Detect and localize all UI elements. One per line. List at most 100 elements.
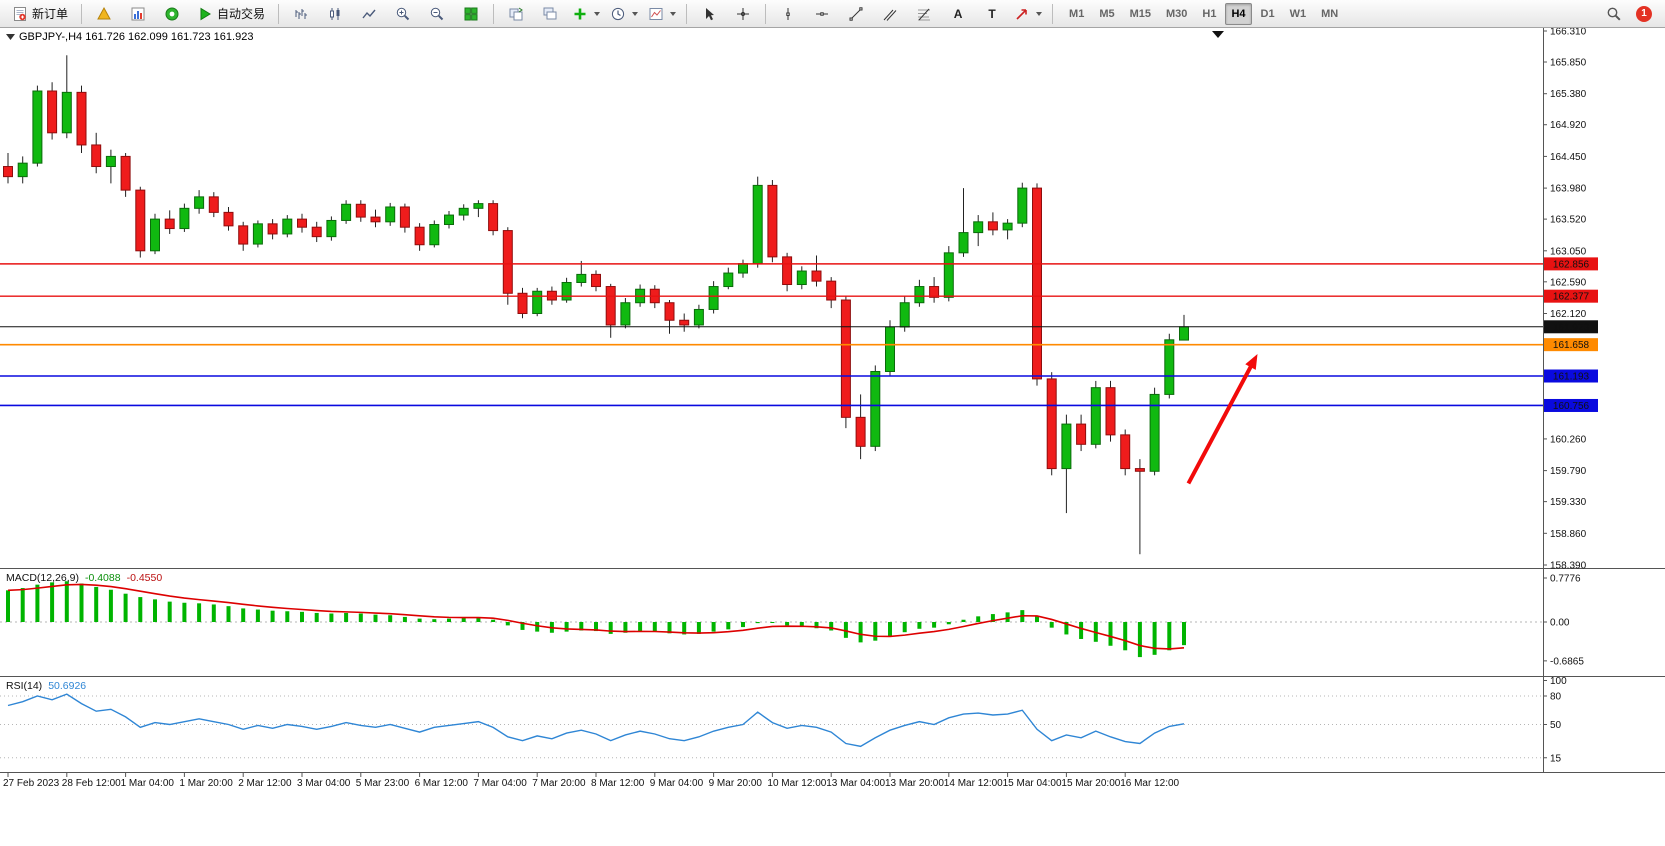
profiles-button[interactable]	[122, 2, 154, 26]
timeframe-m30-button[interactable]: M30	[1166, 7, 1188, 20]
svg-text:0.00: 0.00	[1550, 618, 1570, 629]
arrow-tool-icon	[1016, 8, 1027, 20]
bar-chart-button[interactable]	[285, 2, 317, 26]
trend-arrow-annotation[interactable]	[1186, 353, 1258, 485]
tile-windows-icon	[464, 7, 478, 21]
autotrade-button[interactable]: 自动交易	[190, 2, 272, 26]
svg-text:163.050: 163.050	[1550, 246, 1587, 257]
notification-badge[interactable]: 1	[1636, 5, 1652, 22]
macd-signal-line	[7, 583, 1185, 650]
cursor-button[interactable]	[693, 2, 725, 26]
horizontal-line-button[interactable]	[806, 2, 838, 26]
horizontal-price-lines[interactable]	[0, 263, 1543, 407]
profiles-icon	[131, 7, 145, 20]
svg-text:14 Mar 12:00: 14 Mar 12:00	[944, 778, 1003, 789]
svg-text:8 Mar 12:00: 8 Mar 12:00	[591, 778, 645, 789]
cascade-windows-icon	[543, 7, 557, 19]
svg-text:7 Mar 04:00: 7 Mar 04:00	[473, 778, 527, 789]
timeframe-m1-button[interactable]: M1	[1069, 7, 1085, 20]
svg-text:163.520: 163.520	[1550, 215, 1587, 226]
toolbar-separator	[1052, 3, 1054, 24]
svg-text:2 Mar 12:00: 2 Mar 12:00	[238, 778, 292, 789]
svg-text:0.7776: 0.7776	[1550, 573, 1581, 584]
svg-text:7 Mar 20:00: 7 Mar 20:00	[532, 778, 586, 789]
timeframe-w1-button[interactable]: W1	[1289, 7, 1307, 20]
chevron-down-icon	[670, 11, 677, 16]
zoom-out-button[interactable]	[421, 2, 453, 26]
timeframe-m5-button[interactable]: M5	[1099, 7, 1115, 20]
rsi-line	[7, 693, 1185, 748]
timeframe-group: M1 M5 M15 M30 H1 H4 D1 W1 MN	[1063, 2, 1344, 25]
indicators-button[interactable]	[568, 2, 604, 26]
symbol-expander-icon[interactable]	[6, 34, 15, 40]
timeframe-h4-button[interactable]: H4	[1225, 2, 1252, 25]
new-order-button[interactable]: 新订单	[5, 2, 75, 26]
svg-text:13 Mar 04:00: 13 Mar 04:00	[826, 778, 885, 789]
svg-text:28 Feb 12:00: 28 Feb 12:00	[62, 778, 121, 789]
arrange-windows-button[interactable]	[500, 2, 532, 26]
timeframe-d1-button[interactable]: D1	[1260, 7, 1275, 20]
trendline-button[interactable]	[840, 2, 872, 26]
timeframe-m15-button[interactable]: M15	[1129, 7, 1151, 20]
cascade-windows-button[interactable]	[534, 2, 566, 26]
svg-text:10 Mar 12:00: 10 Mar 12:00	[767, 778, 826, 789]
svg-text:164.450: 164.450	[1550, 152, 1587, 163]
text-tool-button[interactable]: A	[942, 2, 974, 26]
fibonacci-icon	[918, 8, 931, 20]
price-axis[interactable]: 166.310 165.850 165.380 164.920 164.450 163.9…	[1543, 27, 1587, 572]
rsi-label: RSI(14) 50.6926	[6, 680, 86, 692]
svg-text:160.260: 160.260	[1550, 434, 1587, 445]
templates-button[interactable]	[644, 2, 680, 26]
candle-chart-button[interactable]	[319, 2, 351, 26]
svg-text:162.120: 162.120	[1550, 309, 1587, 320]
fibonacci-button[interactable]	[908, 2, 940, 26]
svg-text:50: 50	[1550, 720, 1562, 731]
new-order-label: 新订单	[32, 7, 69, 21]
svg-text:9 Mar 20:00: 9 Mar 20:00	[709, 778, 763, 789]
crosshair-button[interactable]	[727, 2, 759, 26]
line-chart-icon	[362, 9, 376, 18]
svg-text:158.860: 158.860	[1550, 529, 1587, 540]
vertical-line-button[interactable]	[772, 2, 804, 26]
indicators-icon	[574, 8, 586, 19]
cursor-icon	[706, 7, 715, 20]
svg-text:15: 15	[1550, 753, 1562, 764]
svg-text:160.756: 160.756	[1553, 401, 1590, 412]
svg-text:162.856: 162.856	[1553, 259, 1590, 270]
svg-text:13 Mar 20:00: 13 Mar 20:00	[885, 778, 944, 789]
svg-text:-0.6865: -0.6865	[1550, 656, 1584, 667]
macd-label: MACD(12,26,9) -0.4088 -0.4550	[6, 572, 162, 584]
periods-button[interactable]	[606, 2, 642, 26]
main-toolbar: 新订单 自动交易	[0, 0, 1665, 28]
arrows-tool-button[interactable]	[1010, 2, 1046, 26]
scroll-to-end-icon[interactable]	[1212, 31, 1224, 38]
autotrade-icon	[200, 7, 211, 20]
candle-chart-icon	[330, 7, 340, 20]
new-order-icon	[14, 6, 26, 21]
time-axis[interactable]: 27 Feb 2023 28 Feb 12:00 1 Mar 04:00 1 Mar …	[3, 772, 1180, 790]
svg-text:27 Feb 2023: 27 Feb 2023	[3, 778, 60, 789]
svg-text:161.193: 161.193	[1553, 372, 1590, 383]
label-tool-button[interactable]: T	[976, 2, 1008, 26]
horizontal-line-icon	[816, 11, 829, 16]
clock-icon	[611, 7, 625, 20]
search-button[interactable]	[1598, 2, 1630, 26]
line-chart-button[interactable]	[353, 2, 385, 26]
zoom-in-button[interactable]	[387, 2, 419, 26]
community-button[interactable]	[156, 2, 188, 26]
toolbar-separator	[686, 3, 688, 24]
channel-button[interactable]	[874, 2, 906, 26]
svg-text:161.923: 161.923	[1553, 322, 1590, 333]
svg-text:1 Mar 20:00: 1 Mar 20:00	[179, 778, 233, 789]
panel-frame	[0, 28, 1665, 773]
chevron-down-icon	[1036, 11, 1043, 16]
svg-text:15 Mar 04:00: 15 Mar 04:00	[1003, 778, 1062, 789]
tile-windows-button[interactable]	[455, 2, 487, 26]
community-icon	[165, 7, 179, 20]
new-chart-button[interactable]	[88, 2, 120, 26]
bar-chart-icon	[295, 8, 308, 19]
timeframe-h1-button[interactable]: H1	[1202, 7, 1217, 20]
timeframe-mn-button[interactable]: MN	[1321, 7, 1339, 20]
